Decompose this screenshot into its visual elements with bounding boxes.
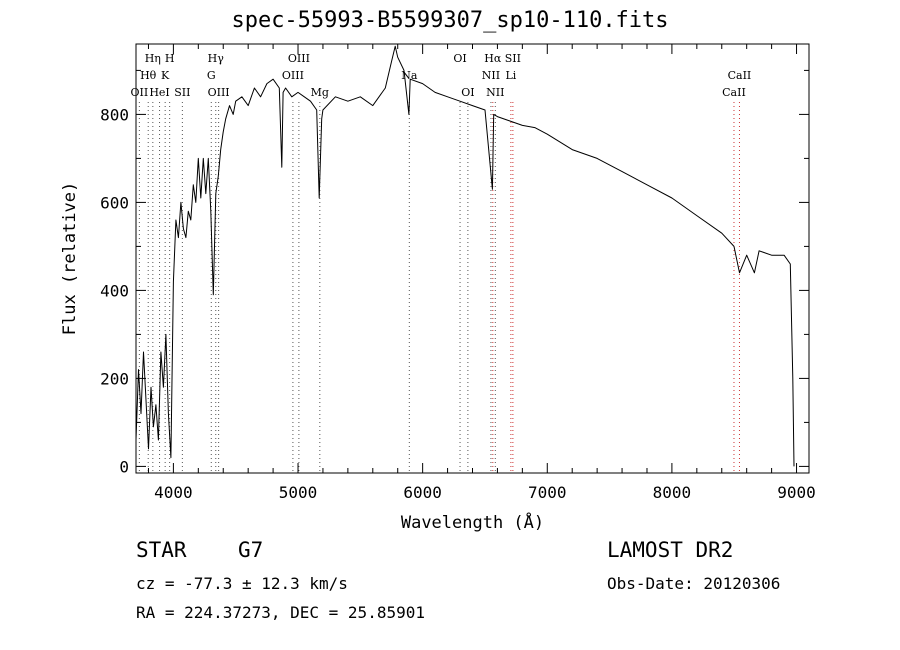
spectral-line-label: Hη [145, 52, 161, 65]
spectral-line-label: Hα [484, 52, 502, 65]
spectral-line-label: OI [453, 52, 466, 65]
y-tick-label: 400 [100, 281, 129, 300]
x-tick-label: 8000 [653, 483, 692, 502]
x-tick-label: 7000 [528, 483, 567, 502]
spectral-subclass: G7 [238, 538, 264, 562]
x-tick-label: 9000 [777, 483, 816, 502]
plot-frame [135, 43, 810, 474]
x-tick-label: 4000 [154, 483, 193, 502]
spectral-line-label: K [161, 69, 170, 82]
spectral-line-label: OIII [208, 86, 230, 99]
spectral-line-label: OII [131, 86, 149, 99]
spectral-line-label: OIII [282, 69, 304, 82]
spectral-line-label: SII [174, 86, 190, 99]
spectral-line-label: OI [461, 86, 474, 99]
x-tick-label: 5000 [279, 483, 318, 502]
spectral-line-label: CaII [728, 69, 752, 82]
y-tick-label: 800 [100, 105, 129, 124]
axis-ticks [136, 44, 809, 473]
spectral-line-label: G [207, 69, 216, 82]
x-axis-label: Wavelength (Å) [401, 511, 544, 533]
y-tick-label: 600 [100, 193, 129, 212]
spectral-line-label: SII [505, 52, 521, 65]
spectral-line-label: Mg [311, 86, 329, 99]
spectral-line-label: Hθ [140, 69, 157, 82]
spectral-line-label: HeI [149, 86, 169, 99]
y-tick-label: 200 [100, 369, 129, 388]
y-axis-label: Flux (relative) [60, 182, 80, 336]
spectral-line-label: Li [505, 69, 516, 82]
spectrum-series-line [135, 45, 795, 467]
chart-title: spec-55993-B5599307_sp10-110.fits [231, 8, 669, 33]
object-type: STAR [136, 538, 187, 562]
spectral-line-label: H [165, 52, 175, 65]
spectrum-series-layer [135, 45, 795, 467]
x-tick-label: 6000 [403, 483, 442, 502]
observation-date: Obs-Date: 20120306 [607, 574, 781, 593]
spectral-line-label: CaII [722, 86, 746, 99]
y-tick-label: 0 [119, 457, 129, 476]
coordinates: RA = 224.37273, DEC = 25.85901 [136, 603, 425, 622]
redshift-velocity: cz = -77.3 ± 12.3 km/s [136, 574, 348, 593]
spectral-line-markers [138, 102, 740, 473]
survey-name: LAMOST DR2 [607, 538, 734, 562]
spectral-line-label: Hγ [208, 52, 225, 65]
spectral-line-label: OIII [288, 52, 310, 65]
spectral-line-label: NII [486, 86, 504, 99]
spectral-line-label: NII [482, 69, 500, 82]
axis-tick-labels: 4000 5000 6000 7000 8000 9000 0 200 400 600 800 [100, 105, 816, 502]
